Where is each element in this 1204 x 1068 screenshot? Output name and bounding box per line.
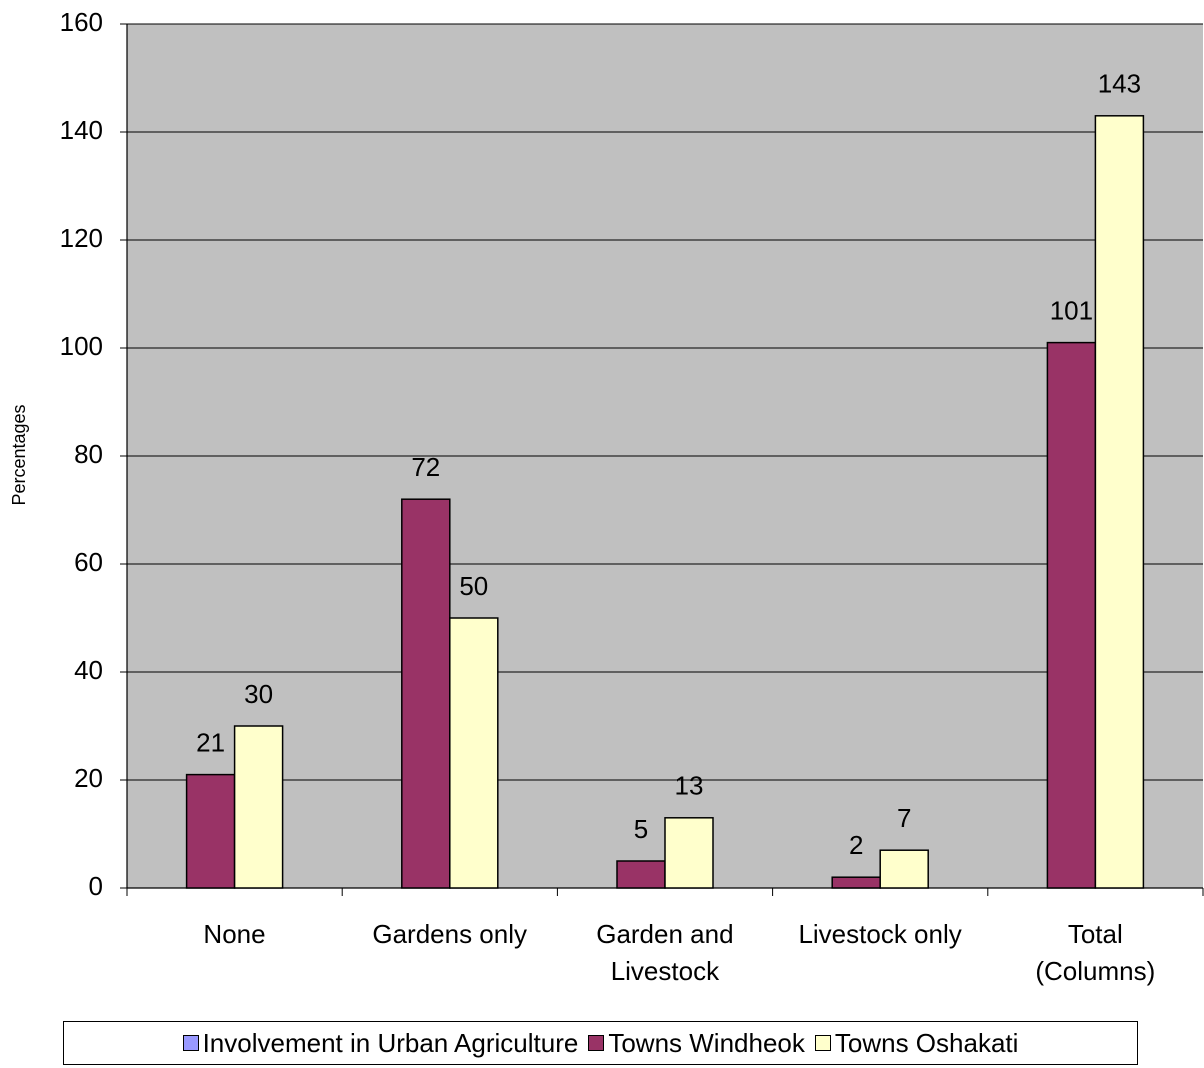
x-tick-label: Total (Columns) [1035,919,1156,986]
data-label: 13 [675,771,704,801]
legend-label: Towns Oshakati [834,1027,1019,1058]
data-label: 21 [196,727,225,757]
bar [616,860,666,889]
y-tick-label: 140 [60,115,103,145]
data-label: 101 [1050,295,1093,325]
legend-item: Involvement in Urban Agriculture [182,1027,579,1059]
legend-item: Towns Windheok [588,1028,805,1059]
x-tick-label: Livestock only [798,919,962,949]
legend-swatch [182,1035,199,1051]
bar [185,773,236,889]
y-tick-label: 0 [89,871,103,901]
x-tick-label: Garden and Livestock [596,919,734,986]
bar [879,849,929,889]
bar [1046,341,1097,889]
y-tick-label: 40 [74,655,103,685]
data-label: 72 [411,452,440,482]
data-label: 143 [1098,69,1141,99]
y-axis-label: Percentages [9,404,29,505]
legend-label: Towns Windheok [608,1027,805,1058]
bar [1094,115,1145,889]
bar [233,725,284,889]
data-label: 2 [849,830,863,860]
y-tick-label: 60 [74,547,103,577]
y-tick-label: 120 [60,223,103,253]
legend-swatch [588,1035,605,1051]
y-tick-label: 100 [60,331,103,361]
bar [449,617,499,889]
legend-swatch [814,1035,831,1051]
bar [664,817,714,889]
legend-item: Towns Oshakati [814,1027,1019,1059]
legend-label: Involvement in Urban Agriculture [202,1027,579,1058]
y-tick-label: 160 [60,7,103,37]
data-label: 7 [897,803,911,833]
data-label: 50 [459,571,488,601]
bar [401,498,451,889]
bar [831,876,881,889]
data-label: 5 [634,814,648,844]
x-tick-label: Gardens only [372,919,528,949]
legend: Involvement in Urban Agriculture Towns Wi… [63,1021,1138,1065]
y-tick-label: 80 [74,439,103,469]
data-label: 30 [244,679,273,709]
x-tick-label: None [203,919,266,949]
y-tick-label: 20 [74,763,103,793]
